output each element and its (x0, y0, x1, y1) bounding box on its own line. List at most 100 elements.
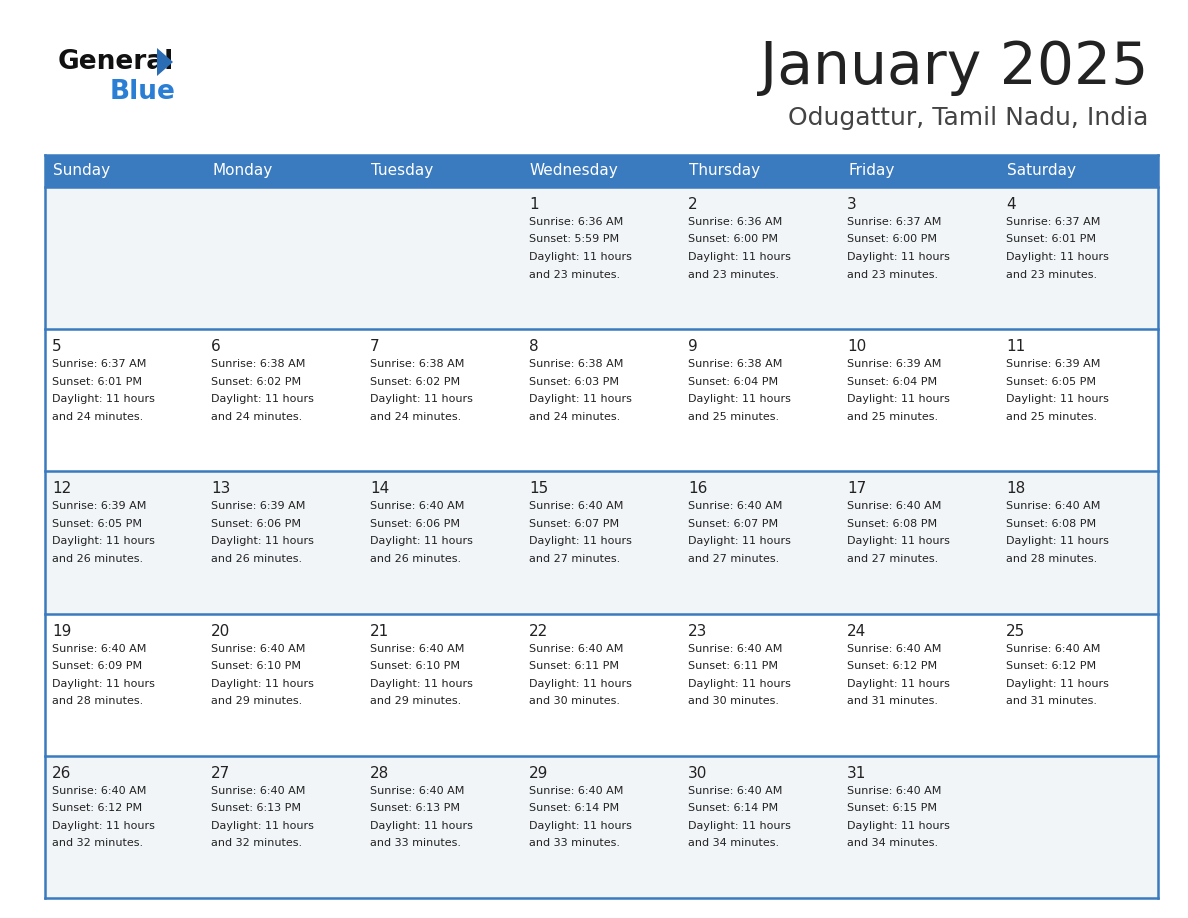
Text: Daylight: 11 hours: Daylight: 11 hours (847, 252, 950, 262)
Text: Sunrise: 6:36 AM: Sunrise: 6:36 AM (688, 217, 782, 227)
Bar (522, 155, 681, 187)
Text: Daylight: 11 hours: Daylight: 11 hours (211, 394, 314, 404)
Text: Sunset: 6:02 PM: Sunset: 6:02 PM (369, 376, 460, 386)
Bar (364, 187, 522, 330)
Text: and 25 minutes.: and 25 minutes. (847, 411, 939, 421)
Bar (204, 613, 364, 756)
Text: Friday: Friday (848, 163, 895, 178)
Text: and 30 minutes.: and 30 minutes. (529, 696, 620, 706)
Bar (522, 187, 681, 330)
Text: Sunset: 6:02 PM: Sunset: 6:02 PM (211, 376, 301, 386)
Text: Daylight: 11 hours: Daylight: 11 hours (529, 678, 632, 688)
Text: Sunset: 6:12 PM: Sunset: 6:12 PM (1006, 661, 1097, 671)
Text: 18: 18 (1006, 481, 1025, 497)
Text: and 33 minutes.: and 33 minutes. (529, 838, 620, 848)
Text: Sunset: 6:09 PM: Sunset: 6:09 PM (52, 661, 143, 671)
Text: Sunset: 6:12 PM: Sunset: 6:12 PM (52, 803, 143, 813)
Text: Sunrise: 6:40 AM: Sunrise: 6:40 AM (529, 786, 624, 796)
Text: Sunset: 6:10 PM: Sunset: 6:10 PM (369, 661, 460, 671)
Text: 12: 12 (52, 481, 71, 497)
Text: Sunrise: 6:40 AM: Sunrise: 6:40 AM (847, 786, 941, 796)
Text: Sunset: 6:06 PM: Sunset: 6:06 PM (211, 519, 301, 529)
Bar (364, 472, 522, 613)
Text: Daylight: 11 hours: Daylight: 11 hours (1006, 678, 1108, 688)
Text: and 24 minutes.: and 24 minutes. (52, 411, 144, 421)
Text: and 31 minutes.: and 31 minutes. (847, 696, 939, 706)
Bar (45, 187, 204, 330)
Text: and 25 minutes.: and 25 minutes. (688, 411, 779, 421)
Bar (681, 472, 840, 613)
Text: Sunrise: 6:40 AM: Sunrise: 6:40 AM (847, 501, 941, 511)
Text: Daylight: 11 hours: Daylight: 11 hours (688, 252, 791, 262)
Text: Sunrise: 6:40 AM: Sunrise: 6:40 AM (369, 501, 465, 511)
Text: Sunrise: 6:40 AM: Sunrise: 6:40 AM (52, 644, 146, 654)
Text: and 28 minutes.: and 28 minutes. (52, 696, 144, 706)
Text: and 26 minutes.: and 26 minutes. (211, 554, 302, 564)
Text: 7: 7 (369, 339, 380, 354)
Bar (681, 756, 840, 898)
Text: Sunrise: 6:39 AM: Sunrise: 6:39 AM (847, 359, 941, 369)
Text: and 33 minutes.: and 33 minutes. (369, 838, 461, 848)
Text: Odugattur, Tamil Nadu, India: Odugattur, Tamil Nadu, India (788, 106, 1148, 130)
Text: and 27 minutes.: and 27 minutes. (529, 554, 620, 564)
Text: 5: 5 (52, 339, 62, 354)
Text: Sunrise: 6:40 AM: Sunrise: 6:40 AM (529, 501, 624, 511)
Text: Sunrise: 6:39 AM: Sunrise: 6:39 AM (211, 501, 305, 511)
Text: Sunset: 6:04 PM: Sunset: 6:04 PM (688, 376, 778, 386)
Bar (840, 155, 999, 187)
Text: 6: 6 (211, 339, 221, 354)
Text: Daylight: 11 hours: Daylight: 11 hours (688, 394, 791, 404)
Text: and 27 minutes.: and 27 minutes. (688, 554, 779, 564)
Bar (522, 756, 681, 898)
Text: Sunrise: 6:40 AM: Sunrise: 6:40 AM (211, 644, 305, 654)
Text: 3: 3 (847, 197, 857, 212)
Text: Daylight: 11 hours: Daylight: 11 hours (688, 821, 791, 831)
Text: Daylight: 11 hours: Daylight: 11 hours (688, 678, 791, 688)
Text: Daylight: 11 hours: Daylight: 11 hours (52, 394, 154, 404)
Text: Saturday: Saturday (1007, 163, 1076, 178)
Text: 2: 2 (688, 197, 697, 212)
Text: Daylight: 11 hours: Daylight: 11 hours (847, 394, 950, 404)
Text: Daylight: 11 hours: Daylight: 11 hours (529, 252, 632, 262)
Text: Sunrise: 6:37 AM: Sunrise: 6:37 AM (52, 359, 146, 369)
Text: Sunset: 6:00 PM: Sunset: 6:00 PM (688, 234, 778, 244)
Bar (681, 187, 840, 330)
Text: Blue: Blue (110, 79, 176, 105)
Bar (45, 756, 204, 898)
Text: Sunset: 6:14 PM: Sunset: 6:14 PM (529, 803, 619, 813)
Text: 1: 1 (529, 197, 538, 212)
Bar (999, 756, 1158, 898)
Text: and 26 minutes.: and 26 minutes. (52, 554, 143, 564)
Text: Sunrise: 6:40 AM: Sunrise: 6:40 AM (369, 786, 465, 796)
Text: and 26 minutes.: and 26 minutes. (369, 554, 461, 564)
Bar (999, 613, 1158, 756)
Bar (364, 330, 522, 472)
Text: and 29 minutes.: and 29 minutes. (211, 696, 302, 706)
Text: 8: 8 (529, 339, 538, 354)
Bar (999, 330, 1158, 472)
Text: Daylight: 11 hours: Daylight: 11 hours (369, 821, 473, 831)
Text: Tuesday: Tuesday (371, 163, 434, 178)
Text: 19: 19 (52, 623, 71, 639)
Text: 21: 21 (369, 623, 390, 639)
Text: Wednesday: Wednesday (530, 163, 619, 178)
Text: and 24 minutes.: and 24 minutes. (211, 411, 302, 421)
Text: Sunrise: 6:36 AM: Sunrise: 6:36 AM (529, 217, 624, 227)
Text: Sunrise: 6:40 AM: Sunrise: 6:40 AM (369, 644, 465, 654)
Bar (522, 472, 681, 613)
Bar (364, 155, 522, 187)
Text: and 24 minutes.: and 24 minutes. (369, 411, 461, 421)
Text: Monday: Monday (211, 163, 272, 178)
Text: Sunset: 6:13 PM: Sunset: 6:13 PM (369, 803, 460, 813)
Text: 20: 20 (211, 623, 230, 639)
Text: 28: 28 (369, 766, 390, 781)
Text: and 31 minutes.: and 31 minutes. (1006, 696, 1097, 706)
Text: Sunrise: 6:39 AM: Sunrise: 6:39 AM (52, 501, 146, 511)
Bar (681, 613, 840, 756)
Text: Sunset: 6:00 PM: Sunset: 6:00 PM (847, 234, 937, 244)
Text: and 34 minutes.: and 34 minutes. (847, 838, 939, 848)
Text: Sunrise: 6:40 AM: Sunrise: 6:40 AM (688, 501, 783, 511)
Bar (45, 330, 204, 472)
Text: Daylight: 11 hours: Daylight: 11 hours (52, 821, 154, 831)
Bar (681, 330, 840, 472)
